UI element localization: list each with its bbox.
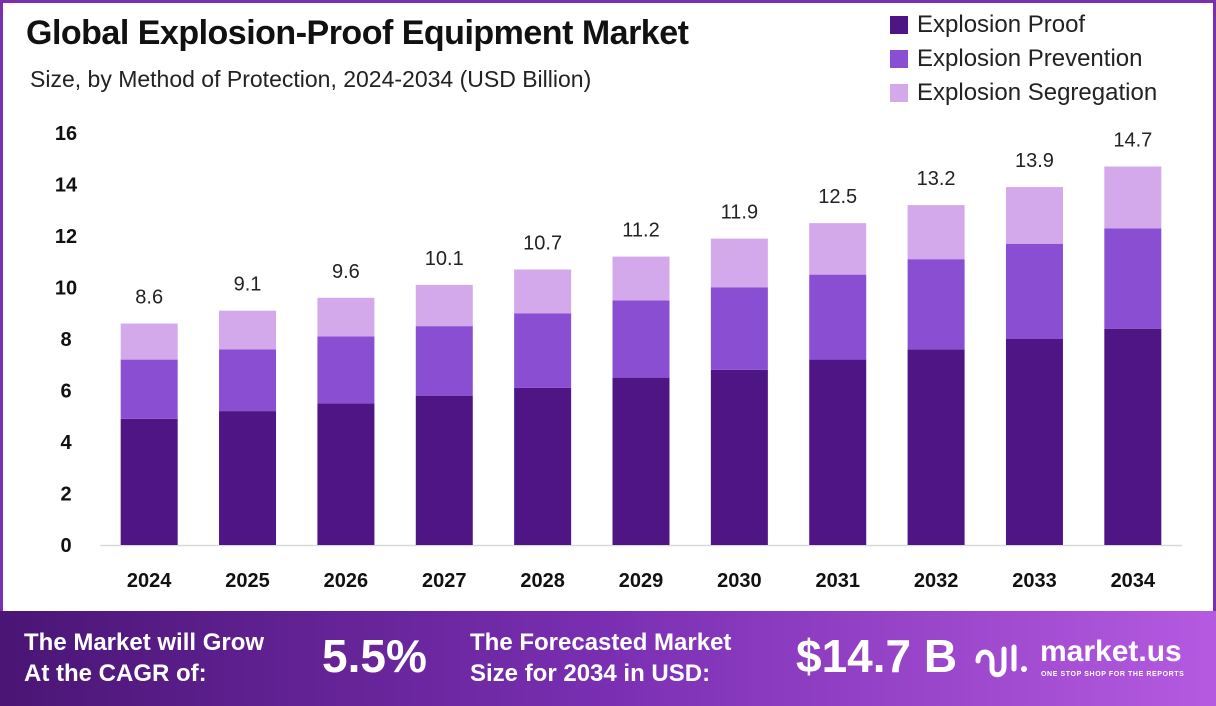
bar-segment-2 xyxy=(612,300,670,378)
y-tick-label: 0 xyxy=(60,535,71,557)
legend-label: Explosion Segregation xyxy=(917,79,1158,106)
y-tick-label: 2 xyxy=(60,484,71,506)
x-tick-label: 2032 xyxy=(914,570,959,592)
bar-segment-2 xyxy=(415,326,473,396)
bar-total-label: 11.2 xyxy=(622,220,659,242)
chart-subtitle: Size, by Method of Protection, 2024-2034… xyxy=(30,66,592,92)
bar-segment-2 xyxy=(907,259,965,350)
legend-swatch-explosion-proof xyxy=(890,16,908,34)
legend-swatch-explosion-prevention xyxy=(890,50,908,68)
legend-item-explosion-proof: Explosion Proof xyxy=(890,8,1157,42)
y-tick-label: 8 xyxy=(60,329,71,351)
y-tick-label: 10 xyxy=(55,278,77,300)
bar-segment-1 xyxy=(317,403,375,545)
x-tick-label: 2027 xyxy=(422,570,467,592)
legend-swatch-explosion-segregation xyxy=(890,84,908,102)
bar-total-label: 12.5 xyxy=(818,186,857,208)
x-tick-label: 2030 xyxy=(717,570,762,592)
cagr-value: 5.5% xyxy=(322,630,427,682)
x-tick-label: 2034 xyxy=(1111,570,1156,592)
bar-segment-2 xyxy=(219,349,277,412)
x-tick-label: 2026 xyxy=(324,570,369,592)
bar-segment-3 xyxy=(612,256,670,301)
bar-segment-3 xyxy=(1005,187,1063,244)
legend-item-explosion-prevention: Explosion Prevention xyxy=(890,42,1157,76)
bar-total-label: 8.6 xyxy=(135,287,163,309)
bar-segment-2 xyxy=(809,274,867,360)
bar-segment-1 xyxy=(907,349,965,545)
y-tick-label: 12 xyxy=(55,226,77,248)
x-tick-label: 2025 xyxy=(225,570,270,592)
brand-tagline: ONE STOP SHOP FOR THE REPORTS xyxy=(1041,671,1185,678)
stacked-bar-chart: 0 2 4 6 8 10 12 14 16 8.6 2024 9.1 2025 9.6 2026 10.1 20… xyxy=(55,123,1182,592)
bar-segment-3 xyxy=(415,284,473,327)
bar-segment-3 xyxy=(809,223,867,275)
bar-segment-3 xyxy=(710,238,768,288)
bar-segment-2 xyxy=(1104,228,1162,329)
summary-banner: The Market will Grow At the CAGR of: 5.5… xyxy=(0,611,1216,706)
bar-segment-1 xyxy=(1104,328,1162,545)
bar-total-label: 11.9 xyxy=(721,202,758,224)
legend-label: Explosion Proof xyxy=(917,11,1086,38)
x-tick-label: 2029 xyxy=(619,570,664,592)
legend-label: Explosion Prevention xyxy=(917,45,1143,72)
y-tick-label: 6 xyxy=(60,381,71,403)
y-tick-label: 16 xyxy=(55,123,77,145)
bar-segment-1 xyxy=(809,359,867,545)
cagr-label: The Market will Grow At the CAGR of: xyxy=(24,629,265,687)
bar-segment-2 xyxy=(120,359,178,419)
bar-total-label: 13.2 xyxy=(917,168,956,190)
bar-segment-1 xyxy=(415,395,473,545)
forecast-size-value: $14.7 B xyxy=(796,630,958,682)
bar-segment-3 xyxy=(219,310,277,350)
bar-segment-1 xyxy=(120,418,178,545)
bar-segment-3 xyxy=(1104,166,1162,229)
y-tick-label: 4 xyxy=(60,432,72,454)
brand-name: market.us xyxy=(1040,635,1182,668)
bar-segment-1 xyxy=(710,369,768,545)
bar-segment-1 xyxy=(612,377,670,545)
bar-segment-3 xyxy=(120,323,178,360)
bar-segment-3 xyxy=(514,269,572,314)
x-tick-label: 2033 xyxy=(1012,570,1057,592)
bar-total-label: 14.7 xyxy=(1113,129,1152,151)
bar-total-label: 10.1 xyxy=(425,248,464,270)
bar-segment-2 xyxy=(317,336,375,404)
x-tick-label: 2024 xyxy=(127,570,172,592)
x-tick-label: 2031 xyxy=(815,570,860,592)
bar-segment-1 xyxy=(1005,339,1063,545)
bar-segment-1 xyxy=(219,411,277,545)
bar-total-label: 9.6 xyxy=(332,261,360,283)
bar-total-label: 9.1 xyxy=(234,274,262,296)
bar-total-label: 10.7 xyxy=(523,232,562,254)
bar-segment-2 xyxy=(514,313,572,388)
forecast-size-label: The Forecasted Market Size for 2034 in U… xyxy=(470,629,732,687)
chart-legend: Explosion Proof Explosion Prevention Exp… xyxy=(890,8,1157,110)
bar-segment-1 xyxy=(514,387,572,545)
market-us-logo-icon xyxy=(975,644,1027,678)
bar-segment-2 xyxy=(710,287,768,370)
bar-total-label: 13.9 xyxy=(1015,150,1054,172)
legend-item-explosion-segregation: Explosion Segregation xyxy=(890,76,1157,110)
bar-segment-2 xyxy=(1005,243,1063,339)
x-tick-label: 2028 xyxy=(520,570,565,592)
bar-segment-3 xyxy=(907,205,965,260)
y-tick-label: 14 xyxy=(55,175,78,197)
bar-segment-3 xyxy=(317,297,375,337)
chart-title: Global Explosion-Proof Equipment Market xyxy=(26,14,689,52)
